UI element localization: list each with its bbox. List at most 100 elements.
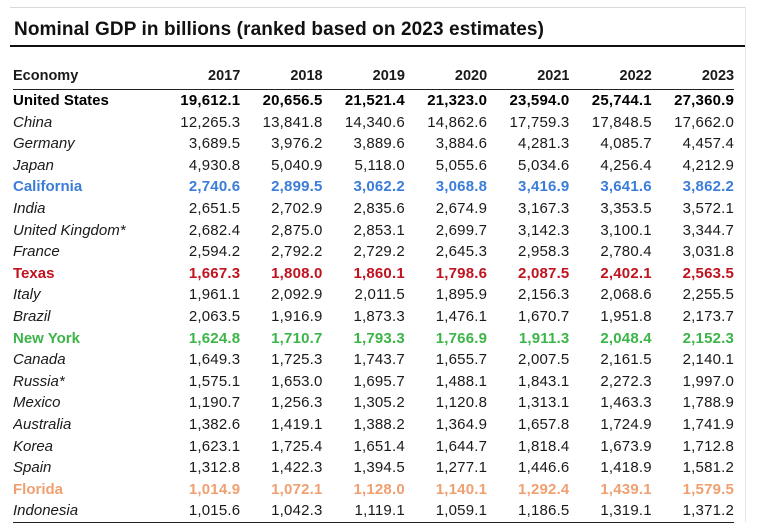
gdp-value: 1,319.1 <box>569 500 652 523</box>
gdp-value: 1,766.9 <box>435 329 488 347</box>
gdp-value: 2,899.5 <box>271 178 323 196</box>
gdp-value: 2,152.3 <box>682 329 735 347</box>
table-row: Mexico 1,190.7 1,256.3 1,305.2 1,120.8 1,313.… <box>13 392 734 414</box>
table-row: Spain 1,312.8 1,422.3 1,394.5 1,277.1 1,446.6… <box>13 457 734 479</box>
gdp-value: 1,305.2 <box>353 394 405 412</box>
table-row: Brazil 2,063.5 1,916.9 1,873.3 1,476.1 1,670.… <box>13 306 734 328</box>
header-year: 2019 <box>322 64 405 90</box>
top-border <box>10 7 745 8</box>
gdp-value: 1,446.6 <box>518 459 570 477</box>
gdp-value: 4,281.3 <box>518 135 570 153</box>
gdp-value: 2,645.3 <box>435 243 488 261</box>
header-year: 2020 <box>404 64 488 90</box>
gdp-value: 4,212.9 <box>682 156 735 174</box>
economy-name: France <box>13 243 60 261</box>
economy-name: Brazil <box>13 307 51 325</box>
gdp-value: 1,624.8 <box>188 329 241 347</box>
gdp-value: 1,382.6 <box>188 415 241 433</box>
table-row: India 2,651.5 2,702.9 2,835.6 2,674.9 3,167.3… <box>13 198 734 220</box>
gdp-value: 1,463.3 <box>600 394 652 412</box>
table-row: France 2,594.2 2,792.2 2,729.2 2,645.3 2,958.… <box>13 241 734 263</box>
gdp-value: 17,848.5 <box>591 113 652 131</box>
gdp-value: 2,835.6 <box>353 199 405 217</box>
gdp-value: 1,712.8 <box>682 437 735 455</box>
gdp-value: 1,670.7 <box>518 307 570 325</box>
gdp-value: 2,699.7 <box>435 221 488 239</box>
gdp-value: 3,862.2 <box>682 178 735 196</box>
gdp-value: 3,031.8 <box>682 243 735 261</box>
gdp-value: 3,100.1 <box>600 221 652 239</box>
gdp-value: 3,416.9 <box>518 178 570 196</box>
gdp-value: 1,364.9 <box>435 415 488 433</box>
gdp-value: 1,014.9 <box>188 480 241 498</box>
gdp-value: 17,759.3 <box>509 113 570 131</box>
gdp-value: 19,612.1 <box>180 92 241 109</box>
header-row: Economy 2017 2018 2019 2020 2021 2022 20… <box>13 64 735 90</box>
table-row: United States 19,612.1 20,656.5 21,521.4 21,… <box>13 90 734 112</box>
gdp-value: 1,575.1 <box>188 372 241 390</box>
table-row: California 2,740.6 2,899.5 3,062.2 3,068.8 3,… <box>13 176 734 198</box>
gdp-value: 1,657.8 <box>518 415 570 433</box>
gdp-value: 1,895.9 <box>435 286 488 304</box>
gdp-value: 21,521.4 <box>344 92 405 109</box>
gdp-value: 2,875.0 <box>271 221 323 239</box>
gdp-value: 1,843.1 <box>518 372 570 390</box>
table-row: Australia 1,382.6 1,419.1 1,388.2 1,364.9 1,6… <box>13 414 734 436</box>
table-row: Germany 3,689.5 3,976.2 3,889.6 3,884.6 4,281… <box>13 133 734 155</box>
gdp-value: 1,997.0 <box>682 372 735 390</box>
table-row: Russia* 1,575.1 1,653.0 1,695.7 1,488.1 1,843… <box>13 371 734 393</box>
economy-name: Indonesia <box>13 500 158 523</box>
gdp-value: 2,087.5 <box>518 264 570 282</box>
gdp-value: 1,651.4 <box>353 437 405 455</box>
gdp-value: 5,055.6 <box>435 156 488 174</box>
economy-name: India <box>13 199 46 217</box>
header-year: 2023 <box>651 64 735 90</box>
gdp-table: Economy 2017 2018 2019 2020 2021 2022 20… <box>13 64 735 523</box>
economy-name: Canada <box>13 351 66 369</box>
gdp-value: 5,034.6 <box>518 156 570 174</box>
gdp-value: 2,682.4 <box>188 221 241 239</box>
gdp-value: 1,422.3 <box>271 459 323 477</box>
gdp-value: 4,085.7 <box>600 135 652 153</box>
gdp-value: 4,256.4 <box>600 156 652 174</box>
gdp-value: 3,884.6 <box>435 135 488 153</box>
gdp-value: 1,128.0 <box>353 480 405 498</box>
gdp-value: 3,353.5 <box>600 199 652 217</box>
gdp-value: 2,853.1 <box>353 221 405 239</box>
gdp-value: 1,042.3 <box>240 500 323 523</box>
table-title: Nominal GDP in billions (ranked based on… <box>14 19 545 40</box>
gdp-value: 1,911.3 <box>518 329 570 347</box>
economy-name: Russia* <box>13 372 65 390</box>
economy-name: United States <box>13 92 109 109</box>
gdp-value: 1,476.1 <box>435 307 488 325</box>
table-row: New York 1,624.8 1,710.7 1,793.3 1,766.9 1,91… <box>13 328 734 350</box>
economy-name: Mexico <box>13 394 61 412</box>
gdp-value: 1,873.3 <box>353 307 405 325</box>
gdp-value: 13,841.8 <box>262 113 323 131</box>
gdp-value: 1,860.1 <box>353 264 405 282</box>
gdp-value: 1,394.5 <box>353 459 405 477</box>
gdp-value: 14,340.6 <box>344 113 405 131</box>
gdp-value: 1,961.1 <box>188 286 241 304</box>
gdp-value: 1,059.1 <box>404 500 488 523</box>
gdp-value: 2,161.5 <box>600 351 652 369</box>
gdp-value: 1,488.1 <box>435 372 488 390</box>
gdp-value: 12,265.3 <box>180 113 241 131</box>
gdp-value: 5,118.0 <box>354 156 405 174</box>
header-year: 2018 <box>240 64 323 90</box>
gdp-value: 1,724.9 <box>600 415 652 433</box>
gdp-value: 1,655.7 <box>435 351 488 369</box>
right-border <box>745 7 746 522</box>
gdp-value: 1,015.6 <box>158 500 241 523</box>
header-economy: Economy <box>13 64 158 90</box>
gdp-value: 1,581.2 <box>682 459 735 477</box>
economy-name: Italy <box>13 286 41 304</box>
economy-name: United Kingdom* <box>13 221 126 239</box>
gdp-value: 1,371.2 <box>651 500 735 523</box>
gdp-value: 3,167.3 <box>518 199 570 217</box>
gdp-value: 3,689.5 <box>188 135 241 153</box>
gdp-value: 1,667.3 <box>188 264 241 282</box>
economy-name: New York <box>13 329 80 347</box>
gdp-value: 2,255.5 <box>682 286 735 304</box>
gdp-value: 1,439.1 <box>600 480 652 498</box>
